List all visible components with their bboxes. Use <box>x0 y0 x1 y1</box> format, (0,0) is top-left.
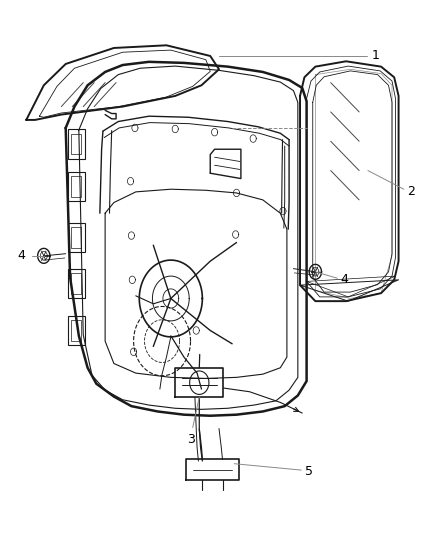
Text: 5: 5 <box>305 465 313 478</box>
Text: 3: 3 <box>187 433 194 446</box>
Text: 1: 1 <box>371 50 379 62</box>
Text: 2: 2 <box>407 185 415 198</box>
Text: 4: 4 <box>18 249 25 262</box>
Text: 4: 4 <box>341 273 349 286</box>
